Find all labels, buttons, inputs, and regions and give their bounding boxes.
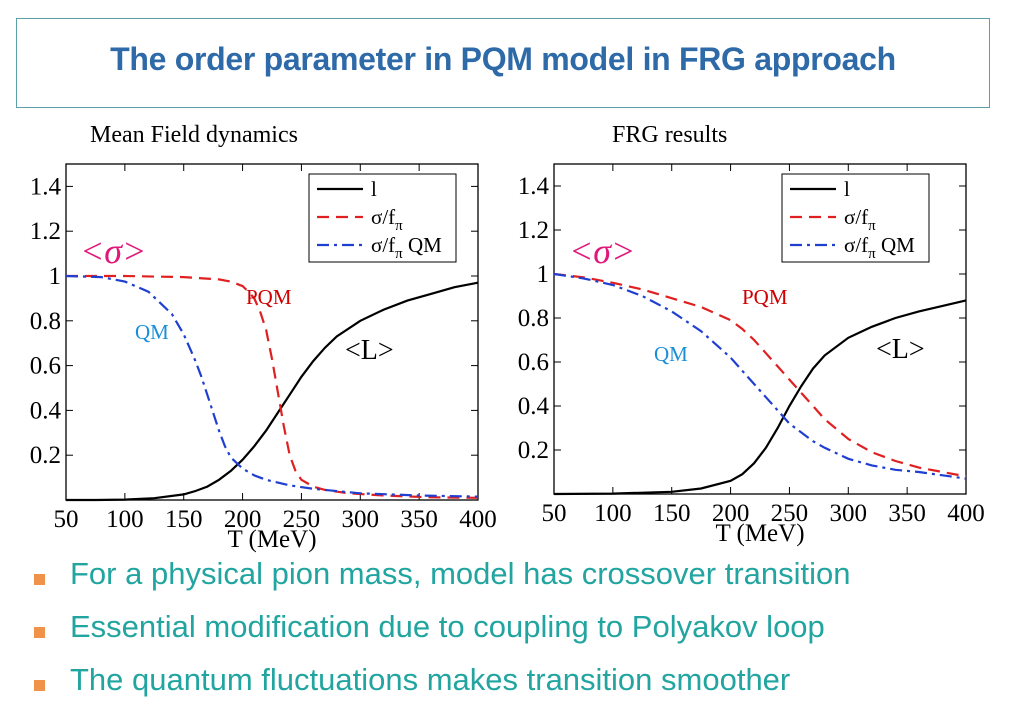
bullet-marker xyxy=(34,627,45,638)
series-line xyxy=(553,272,967,480)
x-tick-label: 100 xyxy=(594,500,632,527)
slide-title: The order parameter in PQM model in FRG … xyxy=(110,41,896,77)
bullet-marker xyxy=(34,680,45,691)
series-line xyxy=(66,274,479,499)
legend-label: σ/fπ xyxy=(371,205,403,234)
y-tick-label: 1.4 xyxy=(518,173,550,200)
x-tick-label: 350 xyxy=(888,500,926,527)
series-line xyxy=(66,281,479,502)
chart-mean-field: 50 100 150 200 250 300 350 400 0.2 0.4 0.6 0.8 1 1.2 1… xyxy=(30,163,497,553)
legend-label: σ/fπ QM xyxy=(371,233,442,262)
x-tick-label: 400 xyxy=(459,506,497,533)
annotation-qm: QM xyxy=(135,320,169,344)
bullet-text: For a physical pion mass, model has cros… xyxy=(70,556,851,591)
bullet-text: Essential modification due to coupling t… xyxy=(70,609,825,644)
x-tick-label: 300 xyxy=(830,500,868,527)
bullet-item: The quantum fluctuations makes transitio… xyxy=(34,658,1019,711)
bullet-list: For a physical pion mass, model has cros… xyxy=(34,552,1019,711)
legend-label: σ/fπ QM xyxy=(844,233,915,262)
chart-frg: 50 100 150 200 250 300 350 400 0.2 0.4 0.6 0.8 1 1.2 1… xyxy=(518,163,985,547)
y-tick-label: 0.2 xyxy=(518,437,549,464)
y-tick-label: 0.2 xyxy=(30,442,61,469)
title-box: The order parameter in PQM model in FRG … xyxy=(16,18,990,108)
series-line xyxy=(553,272,967,478)
annotation-polyakov-loop: <L> xyxy=(345,335,394,366)
series-line xyxy=(553,299,967,496)
y-tick-label: 1 xyxy=(49,263,62,290)
y-tick-label: 1.4 xyxy=(30,173,62,200)
x-tick-label: 250 xyxy=(283,506,321,533)
y-tick-label: 1 xyxy=(537,261,550,288)
x-axis-label: T (MeV) xyxy=(715,520,804,547)
legend-label: l xyxy=(844,177,850,201)
x-tick-label: 50 xyxy=(54,506,79,533)
x-tick-label: 400 xyxy=(947,500,985,527)
x-tick-label: 100 xyxy=(106,506,144,533)
series-line xyxy=(65,274,479,498)
annotation-sigma: <σ> xyxy=(569,231,635,271)
x-axis-label: T (MeV) xyxy=(227,526,316,553)
chart-title-mean-field: Mean Field dynamics xyxy=(90,122,298,148)
annotation-sigma: <σ> xyxy=(80,231,146,271)
x-tick-label: 350 xyxy=(400,506,438,533)
y-tick-label: 0.6 xyxy=(518,349,549,376)
y-tick-label: 0.8 xyxy=(30,308,61,335)
bullet-item: For a physical pion mass, model has cros… xyxy=(34,552,1019,605)
chart-title-frg: FRG results xyxy=(612,122,728,148)
y-tick-label: 0.6 xyxy=(30,353,61,380)
x-tick-label: 50 xyxy=(542,500,567,527)
annotation-qm: QM xyxy=(654,342,688,366)
x-tick-label: 250 xyxy=(771,500,809,527)
plot-frame xyxy=(553,163,967,495)
annotation-pqm: PQM xyxy=(246,285,292,309)
y-tick-label: 1.2 xyxy=(518,217,549,244)
legend-label: σ/fπ xyxy=(844,205,876,234)
y-tick-label: 0.4 xyxy=(518,393,550,420)
x-tick-label: 150 xyxy=(165,506,203,533)
x-tick-label: 300 xyxy=(342,506,380,533)
plot-frame xyxy=(65,163,479,501)
bullet-marker xyxy=(34,574,45,585)
y-tick-label: 0.4 xyxy=(30,397,62,424)
bullet-item: Essential modification due to coupling t… xyxy=(34,605,1019,658)
y-tick-label: 0.8 xyxy=(518,305,549,332)
x-tick-label: 200 xyxy=(224,506,262,533)
legend-label: l xyxy=(371,177,377,201)
annotation-polyakov-loop: <L> xyxy=(876,334,925,365)
bullet-text: The quantum fluctuations makes transitio… xyxy=(70,662,791,697)
annotation-pqm: PQM xyxy=(742,285,788,309)
x-tick-label: 150 xyxy=(653,500,691,527)
y-tick-label: 1.2 xyxy=(30,218,61,245)
x-tick-label: 200 xyxy=(712,500,750,527)
